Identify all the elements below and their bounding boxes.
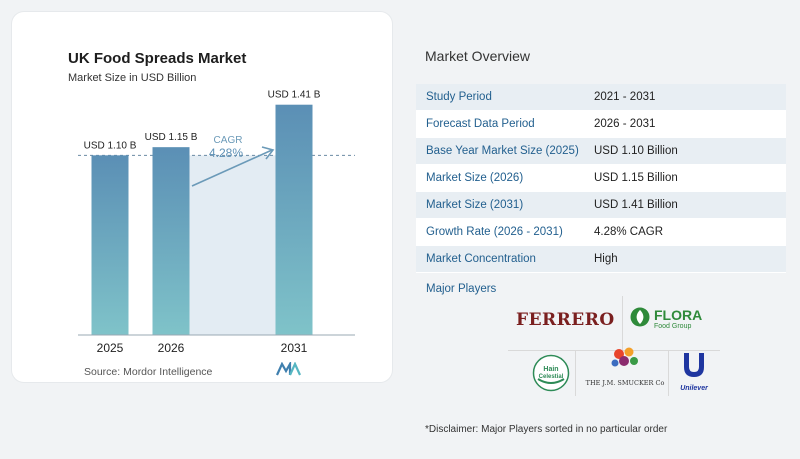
cagr-arrow-line xyxy=(191,149,273,187)
data-label-2026: USD 1.15 B xyxy=(145,132,198,143)
bar-chart: USD 1.10 B 2025 USD 1.15 B 2026 USD 1.41 B 20… xyxy=(78,90,355,355)
tick-label-2025: 2025 xyxy=(97,341,124,355)
overview-row: Forecast Data Period 2026 - 2031 xyxy=(416,111,786,138)
overview-value: USD 1.15 Billion xyxy=(594,172,678,184)
cagr-value: 4.28% xyxy=(209,146,243,160)
overview-table: Study Period 2021 - 2031 Forecast Data P… xyxy=(416,84,786,273)
overview-label: Forecast Data Period xyxy=(426,118,535,130)
bar-2031 xyxy=(275,104,313,335)
tick-label-2026: 2026 xyxy=(158,341,185,355)
projection-area xyxy=(189,155,276,335)
logo-divider xyxy=(622,296,623,350)
bar-2025 xyxy=(91,155,129,335)
overview-row: Market Size (2031) USD 1.41 Billion xyxy=(416,192,786,219)
overview-row: Base Year Market Size (2025) USD 1.10 Bi… xyxy=(416,138,786,165)
disclaimer: *Disclaimer: Major Players sorted in no … xyxy=(425,424,668,435)
overview-value: USD 1.10 Billion xyxy=(594,145,678,157)
overview-value: 4.28% CAGR xyxy=(594,226,664,238)
logo-divider xyxy=(508,350,720,351)
chart-title: UK Food Spreads Market xyxy=(68,50,247,67)
overview-label: Market Concentration xyxy=(426,253,536,265)
overview-label: Study Period xyxy=(426,91,492,103)
hain-celestial-logo: Hain Celestial xyxy=(532,354,570,392)
overview-value: 2026 - 2031 xyxy=(594,118,656,130)
flora-leaf-icon xyxy=(630,307,650,327)
mordor-intelligence-logo-icon xyxy=(276,362,302,376)
overview-value: 2021 - 2031 xyxy=(594,91,656,103)
chart-subtitle: Market Size in USD Billion xyxy=(68,72,197,84)
overview-value: USD 1.41 Billion xyxy=(594,199,678,211)
unilever-logo: Unilever xyxy=(674,350,714,392)
jm-smucker-logo: THE J.M. SMUCKER Co xyxy=(582,346,668,387)
logo-divider xyxy=(575,350,576,396)
flora-subtitle: Food Group xyxy=(654,323,692,330)
overview-row: Growth Rate (2026 - 2031) 4.28% CAGR xyxy=(416,219,786,246)
source-note: Source: Mordor Intelligence xyxy=(84,366,213,378)
overview-label: Growth Rate (2026 - 2031) xyxy=(426,226,563,238)
tick-label-2031: 2031 xyxy=(281,341,308,355)
cagr-arrow-head xyxy=(261,146,275,160)
flora-name: FLORA xyxy=(654,307,703,323)
overview-label: Base Year Market Size (2025) xyxy=(426,145,579,157)
data-label-2025: USD 1.10 B xyxy=(84,140,137,151)
overview-label: Market Size (2031) xyxy=(426,199,524,211)
major-players-logos: FERRERO FLORA Food Group Hain Celestial … xyxy=(508,296,720,396)
bar-2026 xyxy=(152,147,190,335)
overview-row: Study Period 2021 - 2031 xyxy=(416,84,786,111)
smucker-fruit-icon xyxy=(611,347,638,367)
unilever-u-icon xyxy=(684,353,704,377)
overview-row: Market Size (2026) USD 1.15 Billion xyxy=(416,165,786,192)
flora-food-group-logo: FLORA Food Group xyxy=(630,306,702,333)
overview-title: Market Overview xyxy=(425,48,531,64)
hain-logo-text-top: Hain xyxy=(543,366,558,373)
overview-value: High xyxy=(594,253,618,265)
logo-divider xyxy=(668,350,669,396)
data-label-2031: USD 1.41 B xyxy=(268,90,321,101)
overview-row: Market Concentration High xyxy=(416,246,786,273)
overview-label: Market Size (2026) xyxy=(426,172,524,184)
cagr-label: CAGR xyxy=(214,135,243,146)
ferrero-logo: FERRERO xyxy=(516,310,615,330)
unilever-name: Unilever xyxy=(680,385,708,392)
smucker-name: THE J.M. SMUCKER Co xyxy=(585,379,665,387)
major-players-title: Major Players xyxy=(426,283,497,295)
hain-logo-text-bottom: Celestial xyxy=(539,374,564,380)
